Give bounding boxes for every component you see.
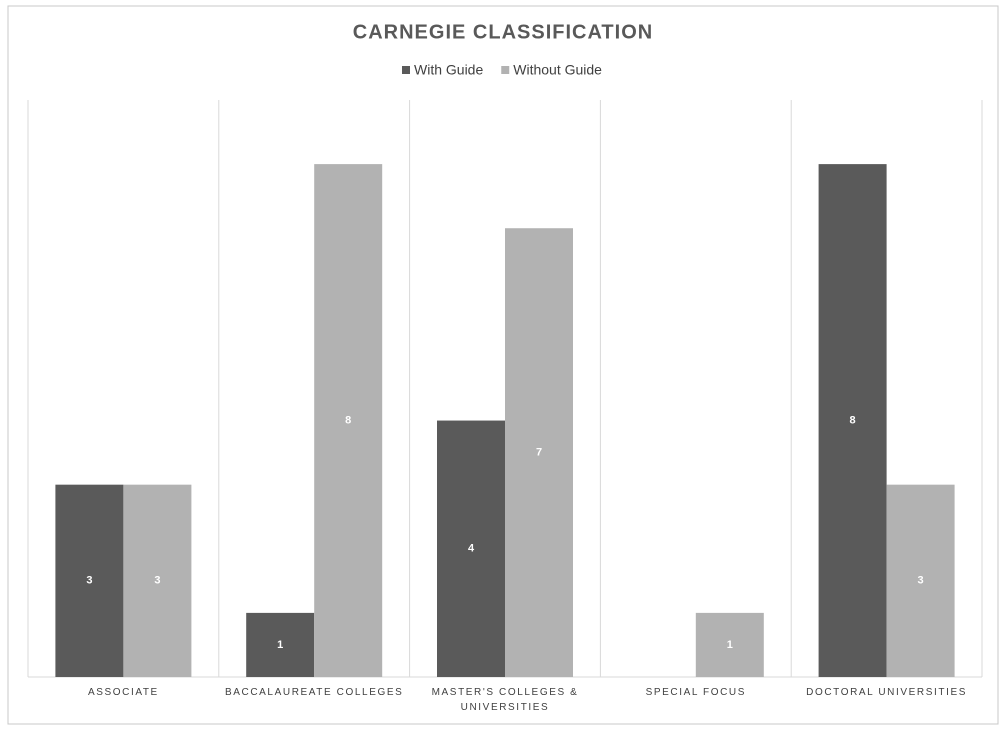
bar <box>695 612 764 677</box>
data-label: 8 <box>345 414 351 426</box>
data-label: 8 <box>850 414 856 426</box>
legend-label: Without Guide <box>513 62 602 78</box>
legend-label: With Guide <box>414 62 483 78</box>
data-label: 4 <box>468 543 475 555</box>
bar <box>505 228 573 677</box>
x-tick-label: BACCALAUREATE COLLEGES <box>224 687 404 698</box>
x-tick-label: MASTER'S COLLEGES & UNIVERSITIES <box>431 687 579 713</box>
bar <box>314 164 383 678</box>
data-label: 7 <box>536 447 542 459</box>
bar <box>246 612 315 677</box>
bar <box>818 164 887 678</box>
data-label: 1 <box>277 639 283 651</box>
legend-swatch <box>501 66 510 74</box>
x-tick-label: ASSOCIATE <box>87 687 159 698</box>
bar <box>437 420 505 677</box>
bar <box>886 484 955 677</box>
data-label: 3 <box>154 575 160 587</box>
x-tick-label: DOCTORAL UNIVERSITIES <box>806 687 968 698</box>
bar <box>123 484 192 677</box>
bar <box>55 484 124 677</box>
data-label: 3 <box>86 575 92 587</box>
data-label: 1 <box>727 639 733 651</box>
chart-title: CARNEGIE CLASSIFICATION <box>353 21 653 43</box>
chart-frame <box>7 5 999 725</box>
x-tick-label: SPECIAL FOCUS <box>645 687 747 698</box>
legend-swatch <box>402 66 410 74</box>
data-label: 3 <box>918 575 924 587</box>
